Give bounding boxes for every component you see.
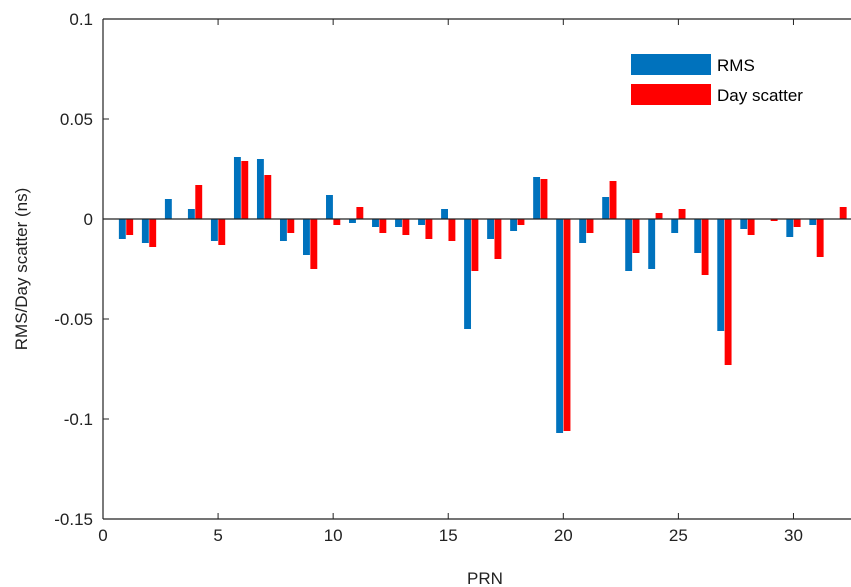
bar-day-scatter-prn-4 [195,185,203,219]
bar-rms-prn-9 [303,219,310,255]
bar-rms-prn-12 [372,219,379,227]
bar-rms-prn-14 [418,219,425,225]
y-tick-label: 0.1 [69,10,93,29]
bar-day-scatter-prn-26 [701,219,709,275]
bar-day-scatter-prn-9 [310,219,318,269]
x-tick-label: 0 [98,526,107,545]
legend-label-rms: RMS [717,56,755,75]
bar-rms-prn-15 [441,209,448,219]
bar-rms-prn-31 [809,219,817,225]
bar-rms-prn-13 [395,219,402,227]
bar-rms-prn-21 [579,219,587,243]
bar-day-scatter-prn-12 [379,219,387,233]
bar-rms-prn-24 [648,219,656,269]
bar-rms-prn-26 [694,219,702,253]
bar-rms-prn-18 [510,219,518,231]
bar-rms-prn-7 [256,159,264,219]
bar-day-scatter-prn-28 [747,219,755,235]
bars-group [118,157,847,433]
bar-rms-prn-22 [602,197,610,219]
bar-day-scatter-prn-13 [402,219,410,235]
bar-rms-prn-28 [740,219,748,229]
bar-day-scatter-prn-15 [448,219,456,241]
bar-day-scatter-prn-24 [655,213,663,219]
x-tick-label: 5 [213,526,222,545]
bar-day-scatter-prn-25 [678,209,686,219]
x-tick-label: 20 [554,526,573,545]
x-tick-label: 30 [784,526,803,545]
bar-rms-prn-10 [326,195,333,219]
x-tick-label: 25 [669,526,688,545]
bar-rms-prn-8 [279,219,287,241]
bar-rms-prn-23 [625,219,633,271]
bar-rms-prn-27 [717,219,725,331]
bar-rms-prn-30 [786,219,794,237]
bar-day-scatter-prn-11 [356,207,364,219]
y-tick-label: -0.15 [54,510,93,529]
bar-rms-prn-6 [233,157,241,219]
axes-group [102,18,851,520]
x-axis-title: PRN [467,569,503,587]
bar-day-scatter-prn-22 [609,181,617,219]
ticks-group: 0 5 10 15 20 25 30 -0.15 -0.1 -0.05 0 0.05 0.1 [54,10,803,545]
legend-swatch-rms [631,54,711,75]
x-tick-label: 15 [439,526,458,545]
bar-rms-prn-3 [164,199,172,219]
bar-day-scatter-prn-23 [632,219,640,253]
bar-day-scatter-prn-16 [471,219,479,271]
bar-rms-prn-19 [533,177,541,219]
bar-rms-prn-4 [187,209,195,219]
bar-day-scatter-prn-20 [563,219,571,431]
bar-day-scatter-prn-31 [816,219,824,257]
legend-label-day-scatter: Day scatter [717,86,803,105]
bar-rms-prn-20 [556,219,564,433]
bar-day-scatter-prn-29 [770,219,778,221]
bar-day-scatter-prn-8 [287,219,295,233]
bar-day-scatter-prn-30 [793,219,801,227]
y-axis-title: RMS/Day scatter (ns) [12,188,31,350]
bar-rms-prn-25 [671,219,679,233]
bar-day-scatter-prn-7 [264,175,272,219]
bar-rms-prn-2 [141,219,149,243]
bar-day-scatter-prn-14 [425,219,433,239]
legend: RMS Day scatter [631,54,803,105]
y-tick-label: -0.05 [54,310,93,329]
y-tick-label: 0 [84,210,93,229]
bar-day-scatter-prn-2 [149,219,157,247]
bar-rms-prn-17 [487,219,495,239]
bar-rms-prn-11 [349,219,356,223]
bar-day-scatter-prn-17 [494,219,502,259]
bar-rms-prn-16 [464,219,472,329]
bar-rms-prn-5 [210,219,218,241]
y-tick-label: 0.05 [60,110,93,129]
bar-day-scatter-prn-27 [724,219,732,365]
bar-rms-prn-1 [118,219,126,239]
legend-swatch-day-scatter [631,84,711,105]
bar-day-scatter-prn-6 [241,161,249,219]
bar-day-scatter-prn-21 [586,219,594,233]
bar-day-scatter-prn-32 [839,207,847,219]
bar-day-scatter-prn-10 [333,219,341,225]
x-tick-label: 10 [324,526,343,545]
bar-day-scatter-prn-1 [126,219,134,235]
bar-day-scatter-prn-19 [540,179,548,219]
y-tick-label: -0.1 [64,410,93,429]
bar-day-scatter-prn-5 [218,219,226,245]
bar-day-scatter-prn-18 [517,219,525,225]
